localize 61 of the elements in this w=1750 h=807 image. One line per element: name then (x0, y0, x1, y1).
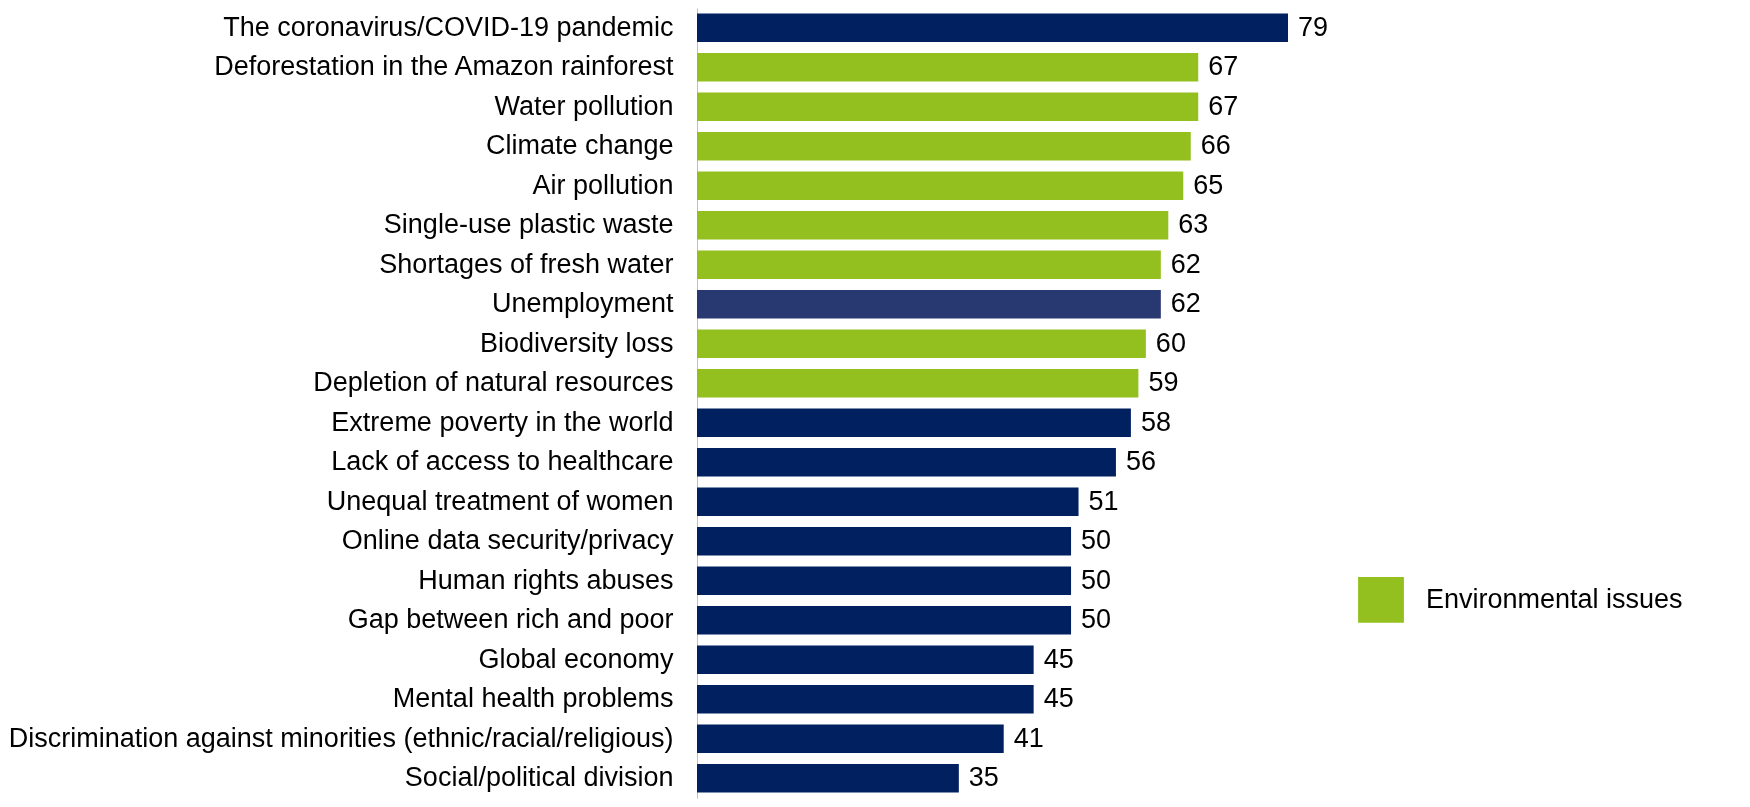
data-label: 62 (1170, 288, 1201, 319)
data-label: 50 (1081, 604, 1112, 635)
data-label: 50 (1081, 525, 1112, 556)
data-label: 41 (1013, 722, 1044, 753)
bar (697, 487, 1079, 516)
y-tick-label: Human rights abuses (418, 564, 674, 595)
data-label: 65 (1193, 169, 1224, 200)
bar (697, 566, 1072, 595)
data-label: 62 (1170, 248, 1201, 279)
data-label: 51 (1088, 485, 1119, 516)
y-tick-label: Shortages of fresh water (379, 248, 674, 279)
y-tick-label: The coronavirus/COVID-19 pandemic (223, 11, 674, 42)
bar (697, 685, 1034, 714)
y-tick-label: Air pollution (532, 169, 674, 200)
data-label: 59 (1148, 367, 1179, 398)
y-tick-label: Social/political division (404, 762, 674, 793)
bar (697, 369, 1139, 398)
bar (697, 92, 1199, 121)
y-tick-label: Single-use plastic waste (383, 209, 674, 240)
bar (697, 171, 1184, 200)
legend-label: Environmental issues (1426, 583, 1683, 614)
data-label: 79 (1298, 11, 1329, 42)
data-label: 60 (1155, 327, 1186, 358)
y-tick-label: Deforestation in the Amazon rainforest (214, 51, 674, 82)
y-tick-label: Biodiversity loss (479, 327, 674, 358)
data-label: 63 (1178, 209, 1209, 240)
data-label: 56 (1125, 446, 1156, 477)
data-label: 45 (1043, 683, 1074, 714)
y-tick-label: Unequal treatment of women (326, 485, 674, 516)
y-tick-label: Gap between rich and poor (347, 604, 674, 635)
bar (697, 290, 1161, 319)
y-tick-label: Global economy (478, 643, 674, 674)
data-label: 50 (1081, 564, 1112, 595)
bar (697, 527, 1072, 556)
data-label: 58 (1140, 406, 1171, 437)
bar (697, 448, 1116, 477)
bar (697, 132, 1191, 161)
data-label: 66 (1200, 130, 1231, 161)
bar (697, 606, 1072, 635)
data-label: 35 (968, 762, 999, 793)
y-tick-label: Discrimination against minorities (ethnic/racial/religious) (8, 722, 674, 753)
y-tick-label: Water pollution (494, 90, 674, 121)
bar (697, 764, 959, 793)
y-tick-label: Online data security/privacy (341, 525, 674, 556)
data-label: 67 (1208, 90, 1239, 121)
y-tick-label: Mental health problems (392, 683, 674, 714)
bar (697, 408, 1131, 437)
bar (697, 645, 1034, 674)
bar (697, 250, 1161, 279)
y-tick-label: Climate change (485, 130, 674, 161)
y-tick-label: Depletion of natural resources (313, 367, 674, 398)
y-tick-label: Unemployment (491, 288, 674, 319)
bar (697, 53, 1199, 82)
y-tick-label: Lack of access to healthcare (331, 446, 674, 477)
bar (697, 13, 1288, 42)
data-label: 45 (1043, 643, 1074, 674)
bar (697, 211, 1169, 240)
bar (697, 329, 1146, 358)
y-tick-label: Extreme poverty in the world (331, 406, 674, 437)
bar (697, 724, 1004, 753)
data-label: 67 (1208, 51, 1239, 82)
